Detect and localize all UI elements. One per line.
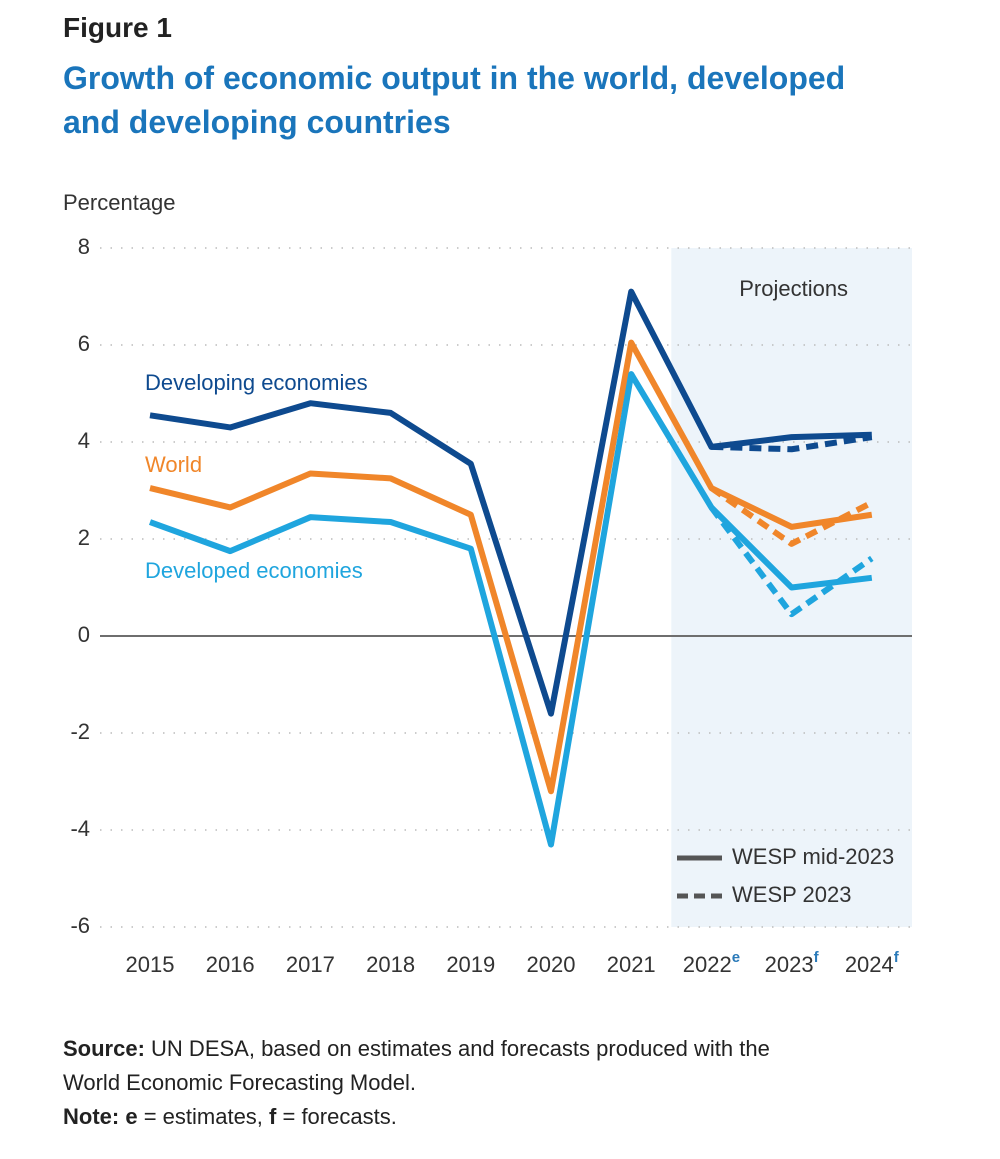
x-tick-label: 2017 xyxy=(286,952,335,977)
x-tick-label: 2023f xyxy=(765,949,820,977)
y-tick-label: 4 xyxy=(78,428,90,453)
series-label: Developing economies xyxy=(145,370,368,395)
line xyxy=(149,288,872,717)
legend-label: WESP 2023 xyxy=(732,882,851,907)
x-tick-label: 2021 xyxy=(607,952,656,977)
series-label: Developed economies xyxy=(145,558,363,583)
y-tick-label: -4 xyxy=(70,816,90,841)
x-tick-text: 2022 xyxy=(683,952,732,977)
source-text: World Economic Forecasting Model. xyxy=(63,1070,416,1095)
y-tick-label: 6 xyxy=(78,331,90,356)
y-tick-label: 0 xyxy=(78,622,90,647)
x-tick-text: 2016 xyxy=(206,952,255,977)
x-tick-label: 2020 xyxy=(527,952,576,977)
title-line: Growth of economic output in the world, … xyxy=(63,60,846,96)
y-tick-label: -2 xyxy=(70,719,90,744)
x-tick-label: 2024f xyxy=(845,949,900,977)
x-tick-mark: e xyxy=(732,949,740,966)
series-label: World xyxy=(145,452,202,477)
x-tick-mark: f xyxy=(894,949,900,966)
line xyxy=(149,339,873,795)
line xyxy=(148,371,873,848)
x-tick-mark: f xyxy=(814,949,820,966)
annotation: Projections xyxy=(739,276,848,301)
x-tick-text: 2017 xyxy=(286,952,335,977)
title-line: and developing countries xyxy=(63,104,451,140)
x-tick-text: 2020 xyxy=(527,952,576,977)
chart-title: Growth of economic output in the world, … xyxy=(63,56,845,144)
source-label: Source: xyxy=(63,1036,145,1061)
figure-label: Figure 1 xyxy=(63,12,172,43)
footnotes: Source: UN DESA, based on estimates and … xyxy=(63,1032,770,1134)
note: Note: e = estimates, f = forecasts. xyxy=(63,1100,770,1134)
source-text: UN DESA, based on estimates and forecast… xyxy=(151,1036,770,1061)
legend-label: WESP mid-2023 xyxy=(732,844,894,869)
note-part: = estimates, xyxy=(137,1104,270,1129)
x-tick-text: 2024 xyxy=(845,952,894,977)
x-tick-text: 2021 xyxy=(607,952,656,977)
x-tick-label: 2022e xyxy=(683,949,740,977)
x-tick-text: 2015 xyxy=(126,952,175,977)
x-tick-text: 2019 xyxy=(446,952,495,977)
note-label: Note: xyxy=(63,1104,120,1129)
x-tick-label: 2018 xyxy=(366,952,415,977)
y-tick-label: 2 xyxy=(78,525,90,550)
note-part: e xyxy=(125,1104,138,1129)
x-tick-label: 2016 xyxy=(206,952,255,977)
dashed-line xyxy=(709,505,874,618)
y-tick-label: 8 xyxy=(78,234,90,259)
dashed-line xyxy=(711,434,873,453)
x-tick-text: 2023 xyxy=(765,952,814,977)
x-tick-label: 2019 xyxy=(446,952,495,977)
note-part: f xyxy=(269,1104,277,1129)
y-tick-label: -6 xyxy=(70,913,90,938)
note-part: = forecasts. xyxy=(276,1104,397,1129)
y-axis-label: Percentage xyxy=(63,190,176,215)
x-tick-text: 2018 xyxy=(366,952,415,977)
x-tick-label: 2015 xyxy=(126,952,175,977)
source: Source: UN DESA, based on estimates and … xyxy=(63,1032,770,1066)
